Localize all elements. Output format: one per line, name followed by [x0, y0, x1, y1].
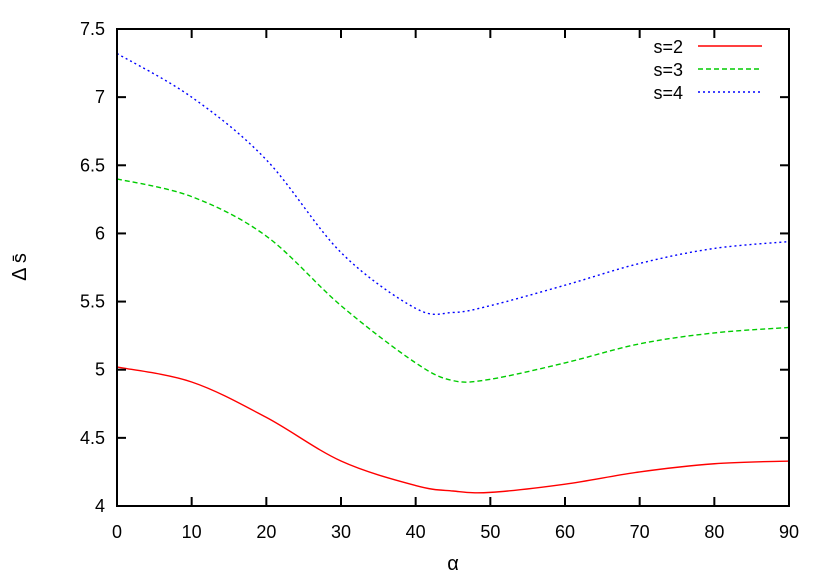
legend: s=2 s=3 s=4	[653, 37, 762, 103]
x-tick-label: 10	[182, 522, 202, 542]
legend-label: s=3	[653, 60, 683, 80]
x-tick-label: 40	[406, 522, 426, 542]
legend-label: s=2	[653, 37, 683, 57]
y-tick-label: 6.5	[80, 155, 105, 175]
x-tick-label: 70	[630, 522, 650, 542]
x-tick-label: 90	[779, 522, 799, 542]
series-line-s=3	[116, 178, 790, 383]
x-tick-label: 60	[555, 522, 575, 542]
x-axis-label: α	[447, 553, 459, 575]
x-tick-label: 80	[704, 522, 724, 542]
series-line-s=4	[116, 52, 790, 316]
x-tick-label: 20	[256, 522, 276, 542]
series-line-s=2	[116, 366, 790, 494]
y-tick-label: 4.5	[80, 428, 105, 448]
y-tick-label: 4	[95, 496, 105, 516]
x-tick-label: 50	[480, 522, 500, 542]
y-tick-label: 5	[95, 360, 105, 380]
plot-frame	[116, 28, 790, 507]
legend-label: s=4	[653, 83, 683, 103]
x-tick-label: 0	[112, 522, 122, 542]
x-tick-label: 30	[331, 522, 351, 542]
y-tick-label: 7.5	[80, 19, 105, 39]
y-axis-label: Δ s̄	[9, 253, 31, 281]
y-tick-label: 7	[95, 87, 105, 107]
y-tick-label: 5.5	[80, 292, 105, 312]
y-tick-label: 6	[95, 223, 105, 243]
